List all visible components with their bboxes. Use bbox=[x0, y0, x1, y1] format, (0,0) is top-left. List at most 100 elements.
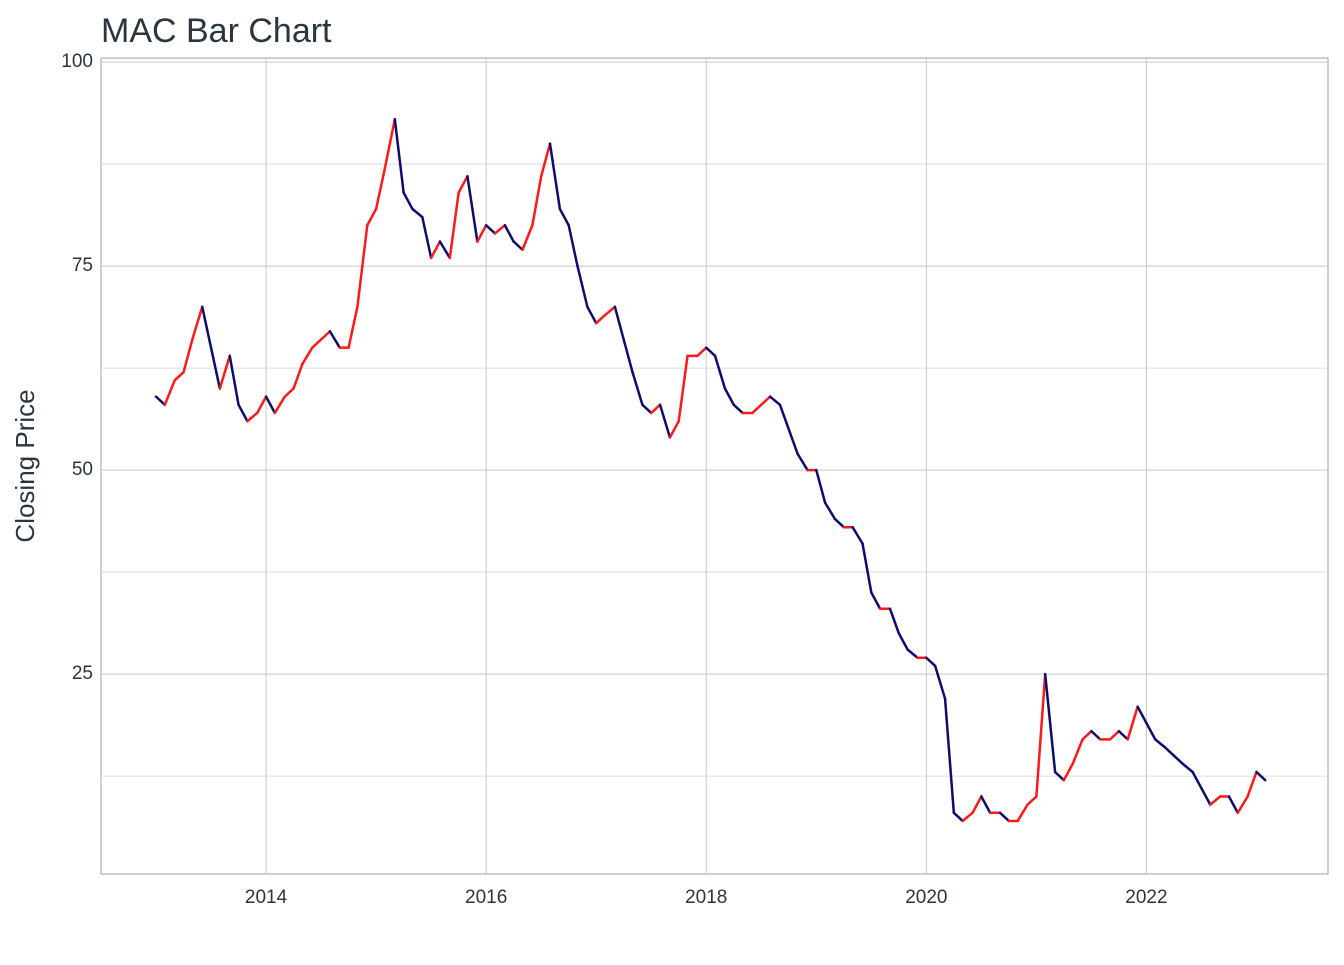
price-segment bbox=[1108, 729, 1121, 741]
y-axis-label: Closing Price bbox=[10, 389, 40, 542]
price-segment bbox=[429, 240, 442, 260]
price-segment bbox=[476, 224, 488, 243]
price-segment bbox=[897, 632, 909, 651]
price-segment bbox=[1172, 754, 1184, 766]
price-segment bbox=[163, 379, 176, 407]
price-segment bbox=[1081, 729, 1093, 741]
price-segment bbox=[264, 395, 277, 415]
price-segment bbox=[366, 207, 378, 227]
price-segment bbox=[356, 224, 369, 309]
price-segment bbox=[191, 305, 204, 341]
price-segment bbox=[925, 656, 937, 668]
price-segment bbox=[218, 354, 232, 390]
price-segment bbox=[971, 795, 983, 815]
price-segment bbox=[933, 664, 947, 700]
price-segment bbox=[1035, 672, 1047, 798]
price-segment bbox=[539, 142, 552, 178]
price-segment bbox=[512, 240, 524, 252]
price-segment bbox=[677, 354, 689, 423]
price-segment bbox=[374, 166, 387, 211]
price-segment bbox=[567, 224, 579, 268]
price-segment bbox=[1053, 770, 1066, 782]
price-segment bbox=[796, 452, 809, 472]
y-tick-label: 25 bbox=[72, 663, 93, 684]
price-segment bbox=[943, 697, 956, 815]
price-segment bbox=[713, 354, 727, 390]
x-tick-label: 2020 bbox=[905, 887, 947, 908]
price-segment bbox=[1181, 762, 1194, 774]
price-segment bbox=[980, 795, 992, 815]
price-segment bbox=[1136, 705, 1148, 725]
price-segment bbox=[154, 395, 167, 407]
price-segment bbox=[952, 811, 964, 823]
price-segment bbox=[870, 591, 882, 611]
x-tick-label: 2016 bbox=[465, 887, 507, 908]
price-segment bbox=[558, 207, 570, 227]
x-tick-label: 2018 bbox=[685, 887, 727, 908]
price-segment bbox=[1043, 672, 1057, 774]
x-tick-label: 2014 bbox=[245, 887, 288, 908]
price-segment bbox=[649, 403, 662, 415]
price-segment bbox=[778, 403, 791, 431]
price-segment bbox=[393, 117, 405, 194]
price-segment bbox=[1117, 729, 1129, 741]
price-segment bbox=[531, 175, 543, 227]
price-segment bbox=[613, 305, 625, 341]
price-segment bbox=[998, 811, 1011, 823]
price-segment bbox=[521, 224, 534, 252]
price-segment bbox=[1255, 770, 1267, 782]
price-segment bbox=[815, 468, 827, 504]
price-segment bbox=[246, 411, 259, 423]
price-segment bbox=[1163, 746, 1176, 757]
price-segment bbox=[237, 403, 249, 423]
chart-title: MAC Bar Chart bbox=[101, 12, 332, 50]
price-segment bbox=[787, 428, 799, 456]
price-segment bbox=[1200, 787, 1212, 806]
price-segment bbox=[1191, 770, 1203, 790]
price-segment bbox=[1153, 738, 1167, 749]
x-tick-label: 2022 bbox=[1125, 887, 1167, 908]
price-segment bbox=[668, 419, 680, 439]
price-segment bbox=[283, 387, 295, 398]
price-segment bbox=[273, 395, 287, 415]
price-segment bbox=[1062, 762, 1074, 782]
price-segment bbox=[594, 313, 607, 325]
price-segment bbox=[200, 305, 213, 349]
price-segment bbox=[182, 338, 194, 374]
price-segment bbox=[402, 191, 414, 211]
price-segment bbox=[631, 370, 644, 407]
price-segment bbox=[466, 175, 479, 243]
price-segment bbox=[1016, 803, 1029, 823]
price-segment bbox=[383, 117, 397, 170]
price-segment bbox=[641, 403, 653, 415]
price-segment bbox=[751, 403, 763, 415]
price-segment bbox=[292, 362, 304, 390]
price-segment bbox=[1227, 795, 1240, 815]
y-tick-label: 50 bbox=[72, 459, 93, 480]
price-segment bbox=[1236, 795, 1249, 815]
price-segment bbox=[696, 346, 708, 358]
price-segment bbox=[1209, 795, 1222, 806]
price-segment bbox=[1026, 795, 1038, 806]
price-segment bbox=[328, 330, 342, 349]
price-segment bbox=[457, 175, 469, 194]
price-segment bbox=[1126, 705, 1139, 741]
price-segment bbox=[622, 338, 634, 374]
price-segment bbox=[301, 346, 314, 366]
price-segment bbox=[448, 191, 460, 260]
price-segment bbox=[173, 370, 185, 382]
price-segment bbox=[484, 224, 497, 235]
price-segment bbox=[1071, 738, 1084, 766]
price-segment bbox=[888, 607, 901, 635]
price-segment bbox=[961, 811, 974, 823]
price-segment bbox=[1145, 721, 1157, 741]
plot-frame bbox=[100, 57, 1329, 875]
price-segment bbox=[851, 525, 864, 545]
price-segment bbox=[586, 305, 598, 325]
price-segment bbox=[861, 542, 873, 594]
price-segment bbox=[503, 224, 515, 243]
price-segment bbox=[311, 338, 323, 349]
price-segment bbox=[438, 240, 452, 260]
price-segment bbox=[228, 354, 240, 407]
price-segment bbox=[256, 395, 268, 415]
